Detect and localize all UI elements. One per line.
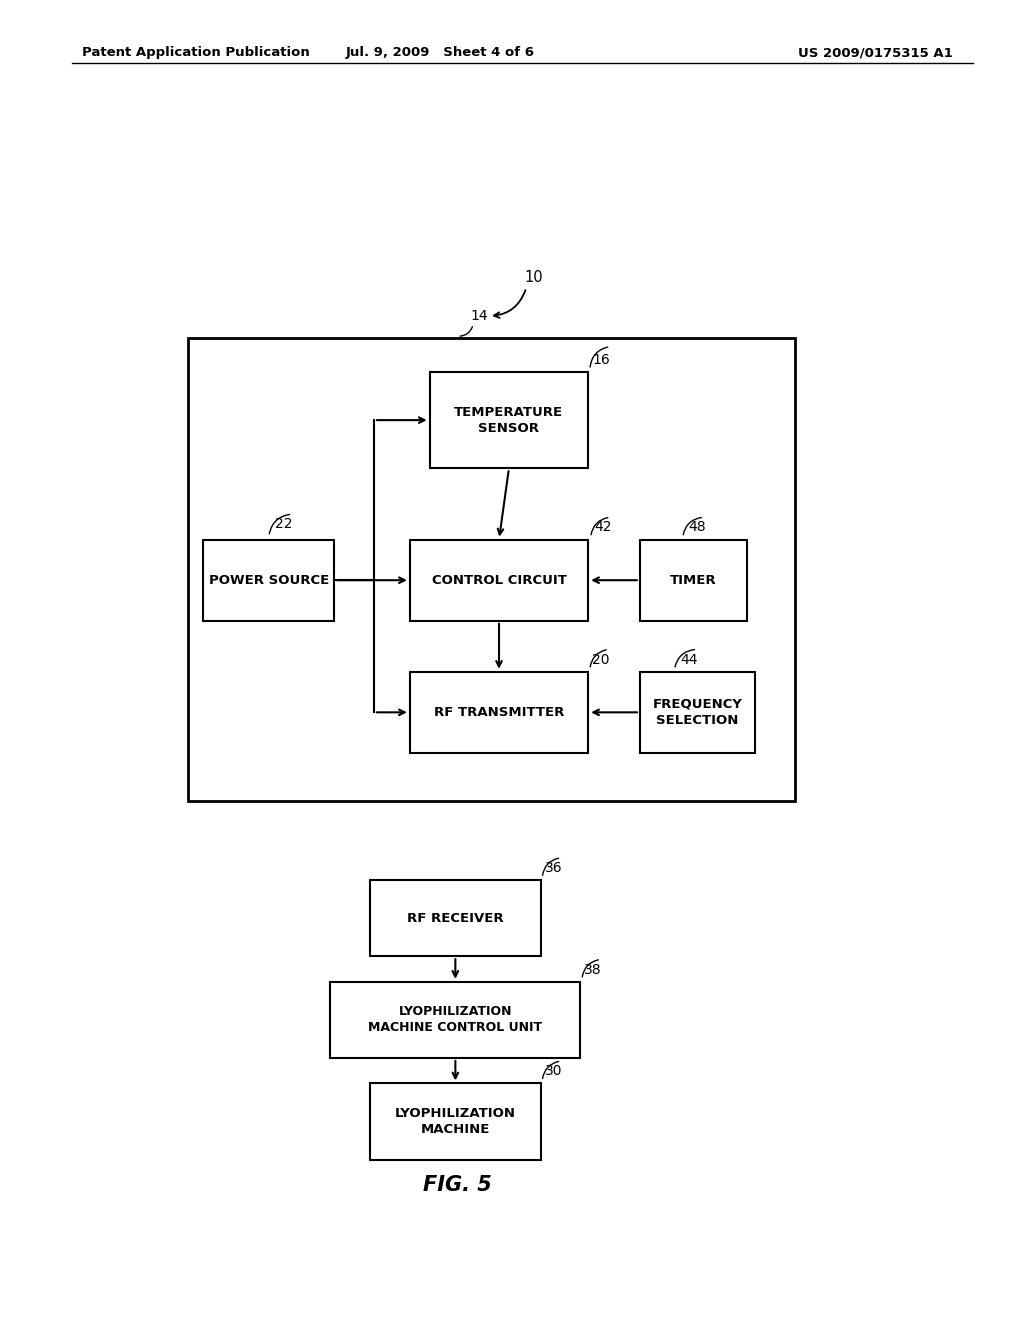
Text: Patent Application Publication: Patent Application Publication	[82, 46, 309, 59]
Bar	[331, 982, 581, 1057]
Text: LYOPHILIZATION
MACHINE CONTROL UNIT: LYOPHILIZATION MACHINE CONTROL UNIT	[369, 1006, 543, 1035]
Text: RF RECEIVER: RF RECEIVER	[408, 912, 504, 924]
Text: 44: 44	[680, 652, 697, 667]
Text: RF TRANSMITTER: RF TRANSMITTER	[434, 706, 564, 719]
Text: CONTROL CIRCUIT: CONTROL CIRCUIT	[431, 574, 566, 586]
Text: US 2009/0175315 A1: US 2009/0175315 A1	[798, 46, 952, 59]
Bar	[370, 880, 541, 956]
Text: FIG. 5: FIG. 5	[423, 1175, 492, 1195]
Text: 38: 38	[585, 962, 602, 977]
Text: 14: 14	[471, 309, 488, 323]
Text: TEMPERATURE
SENSOR: TEMPERATURE SENSOR	[455, 405, 563, 434]
Bar	[640, 672, 755, 752]
Bar	[410, 540, 588, 620]
Bar	[430, 372, 589, 469]
Text: 48: 48	[688, 520, 706, 535]
Bar	[187, 338, 795, 801]
Text: Jul. 9, 2009   Sheet 4 of 6: Jul. 9, 2009 Sheet 4 of 6	[346, 46, 535, 59]
Bar	[370, 1084, 541, 1159]
Text: 30: 30	[545, 1064, 562, 1078]
Text: 42: 42	[595, 520, 612, 535]
Text: POWER SOURCE: POWER SOURCE	[209, 574, 329, 586]
Text: TIMER: TIMER	[670, 574, 717, 586]
Text: 16: 16	[592, 352, 610, 367]
Text: 22: 22	[275, 517, 293, 532]
Text: 20: 20	[592, 652, 609, 667]
Bar	[640, 540, 748, 620]
Text: FREQUENCY
SELECTION: FREQUENCY SELECTION	[652, 698, 742, 727]
Text: 10: 10	[524, 271, 544, 285]
Text: 36: 36	[545, 861, 562, 875]
Bar	[204, 540, 334, 620]
Bar	[410, 672, 588, 752]
Text: LYOPHILIZATION
MACHINE: LYOPHILIZATION MACHINE	[395, 1107, 516, 1137]
